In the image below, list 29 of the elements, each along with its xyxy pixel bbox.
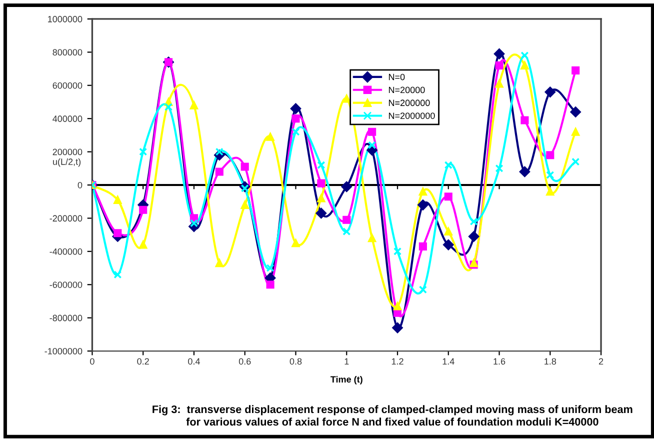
x-tick-label: 0: [90, 358, 94, 365]
legend-label: N=200000: [388, 100, 430, 106]
x-tick-label: 0.6: [238, 358, 251, 365]
x-tick-label: 1: [344, 358, 349, 365]
y-tick-label: 800000: [52, 49, 82, 56]
x-tick-label: 1.4: [442, 358, 454, 365]
x-tick-label: 0.4: [188, 358, 200, 365]
y-tick-label: -800000: [50, 314, 82, 322]
y-tick-label: 0: [78, 182, 82, 188]
caption: Fig 3: transverse displacement response of clamped-clamped moving mass of uniform beam for various values of axial force N and fixed value of foundation moduli K=40000: [152, 405, 632, 426]
y-axis-title: u(L/2,t): [53, 158, 81, 167]
legend-label: N=20000: [388, 86, 425, 94]
y-tick-label: 1000000: [48, 16, 82, 22]
y-tick-label: 400000: [52, 116, 82, 122]
legend-label: N=0: [388, 74, 405, 80]
x-tick-label: 1.2: [392, 358, 404, 365]
x-tick-label: 0.2: [137, 358, 149, 365]
x-tick-label: 1.6: [494, 358, 506, 365]
y-tick-label: 600000: [52, 82, 82, 89]
y-tick-label: -400000: [50, 248, 82, 255]
y-tick-label: -200000: [50, 215, 82, 222]
y-tick-label: 200000: [52, 148, 82, 156]
x-tick-label: 2: [598, 358, 604, 365]
x-tick-label: 1.8: [544, 358, 556, 365]
legend-label: N=2000000: [388, 112, 435, 119]
y-tick-label: -600000: [50, 282, 82, 288]
y-tick-label: -1000000: [44, 348, 82, 354]
x-tick-label: 0.8: [290, 358, 302, 365]
x-axis-title: Time (t): [330, 376, 362, 384]
